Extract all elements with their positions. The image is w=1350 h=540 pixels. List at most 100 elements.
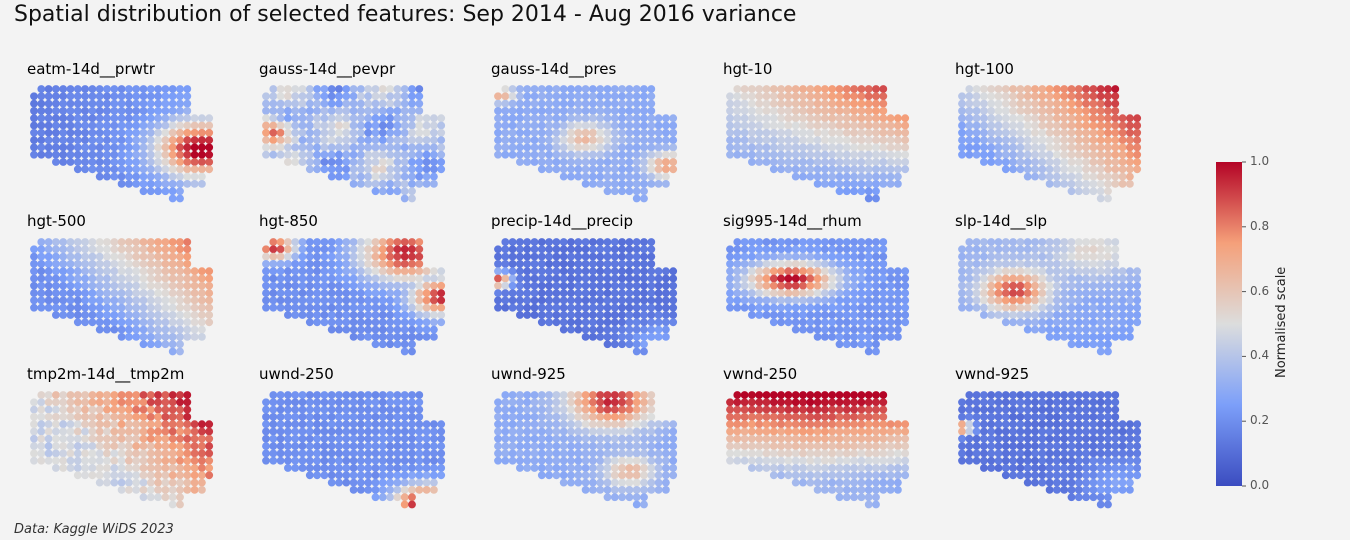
map-dot <box>276 442 285 450</box>
map-dot <box>408 333 416 341</box>
map-dot <box>567 405 575 414</box>
map-dot <box>654 325 663 334</box>
map-dot <box>537 114 546 123</box>
map-dot <box>1089 238 1098 246</box>
map-dot <box>183 99 192 108</box>
map-dot <box>654 296 663 305</box>
map-dot <box>298 405 307 414</box>
map-dot <box>386 289 394 297</box>
map-dot <box>335 121 343 130</box>
map-dot <box>1126 442 1134 450</box>
map-dot <box>762 238 771 246</box>
map-dot <box>864 260 873 268</box>
map-dot <box>610 493 619 502</box>
map-dot <box>610 143 619 152</box>
map-dot <box>1045 121 1054 130</box>
map-dot <box>552 158 561 166</box>
map-dot <box>987 128 996 137</box>
map-dot <box>1089 449 1098 458</box>
map-dot <box>567 158 575 166</box>
map-dot <box>1082 413 1090 421</box>
panel-title: hgt-500 <box>27 212 86 230</box>
map-dot <box>559 85 568 93</box>
map-dot <box>972 398 981 407</box>
map-dot <box>864 165 873 174</box>
map-dot <box>508 303 517 312</box>
map-dot <box>1133 449 1142 458</box>
map-dot <box>508 92 517 101</box>
map-dot <box>176 180 184 188</box>
map-dot <box>393 187 402 196</box>
map-dot <box>545 143 553 152</box>
map-dot <box>972 238 981 246</box>
map-dot <box>168 99 177 108</box>
map-dot <box>1082 493 1090 502</box>
map-dot <box>1111 245 1120 254</box>
map-dot <box>1060 478 1069 487</box>
map-dot <box>103 478 111 487</box>
map-dot <box>88 464 97 472</box>
map-dot <box>545 281 553 290</box>
map-dot <box>1082 114 1090 123</box>
map-dot <box>1001 158 1010 166</box>
map-dot <box>183 478 192 487</box>
map-dot <box>894 478 902 487</box>
map-dot <box>52 143 60 152</box>
map-dot <box>168 413 177 421</box>
map-dot <box>958 405 966 414</box>
map-dot <box>994 427 1003 436</box>
map-dot <box>168 420 177 429</box>
map-dot <box>640 427 648 436</box>
map-dot <box>1023 391 1032 399</box>
map-dot <box>59 238 68 246</box>
map-dot <box>567 136 575 145</box>
map-dot <box>1016 114 1025 123</box>
map-dot <box>559 311 568 319</box>
map-dot <box>799 478 807 487</box>
map-dot <box>958 99 966 108</box>
map-dot <box>1089 150 1098 159</box>
map-dot <box>603 165 612 174</box>
map-dot <box>176 303 184 312</box>
map-dot <box>168 143 177 152</box>
map-dot <box>813 318 822 327</box>
map-dot <box>813 449 822 458</box>
map-dot <box>842 121 851 130</box>
map-dot <box>1060 252 1069 261</box>
map-dot <box>52 303 60 312</box>
map-dot <box>769 238 778 246</box>
map-dot <box>146 143 155 152</box>
map-dot <box>610 434 619 443</box>
map-dot <box>408 442 416 450</box>
map-dot <box>647 427 656 436</box>
map-dot <box>44 442 53 450</box>
map-dot <box>523 99 532 108</box>
map-dot <box>124 456 133 465</box>
map-dot <box>755 427 764 436</box>
map-dot <box>625 303 634 312</box>
map-dot <box>386 92 394 101</box>
map-dot <box>320 252 329 261</box>
map-dot <box>654 114 663 123</box>
map-dot <box>755 442 764 450</box>
map-dot <box>980 281 988 290</box>
map-dot <box>132 114 141 123</box>
map-dot <box>146 427 155 436</box>
map-dot <box>994 405 1003 414</box>
map-dot <box>879 85 888 93</box>
map-dot <box>154 486 163 494</box>
map-dot <box>168 260 177 268</box>
map-dot <box>1067 398 1076 407</box>
map-dot <box>422 420 431 429</box>
map-dot <box>545 434 553 443</box>
map-dot <box>850 281 858 290</box>
map-dot <box>523 238 532 246</box>
map-dot <box>183 172 192 181</box>
map-dot <box>574 296 583 305</box>
map-dot <box>298 391 307 399</box>
map-dot <box>726 107 734 115</box>
map-dot <box>320 128 329 137</box>
map-dot <box>806 260 815 268</box>
map-dot <box>1111 391 1120 399</box>
map-dot <box>146 267 155 276</box>
